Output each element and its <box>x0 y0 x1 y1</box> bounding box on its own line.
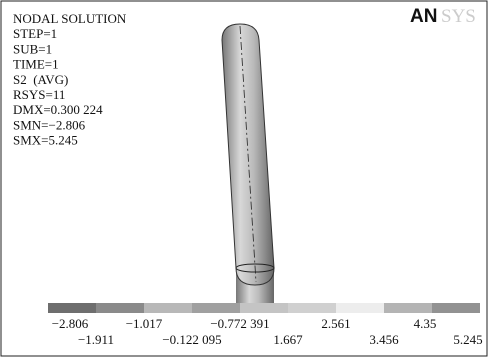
legend-swatch <box>240 303 288 313</box>
legend-swatch <box>48 303 96 313</box>
legend-label: −1.911 <box>78 332 114 347</box>
legend-label: 3.456 <box>369 332 399 347</box>
legend-label: −0.122 095 <box>162 332 221 347</box>
ansys-window: NODAL SOLUTIONSTEP=1SUB=1TIME=1S2 (AVG)R… <box>0 0 488 357</box>
legend-swatch <box>384 303 432 313</box>
info-line: TIME=1 <box>13 57 59 72</box>
legend-label: 4.35 <box>414 316 437 331</box>
legend-label: −1.017 <box>126 316 163 331</box>
info-line: SUB=1 <box>13 41 52 56</box>
info-line: STEP=1 <box>13 26 57 41</box>
legend-swatch <box>96 303 144 313</box>
logo-light: SYS <box>441 6 476 27</box>
logo-bold: AN <box>410 6 437 27</box>
info-line: DMX=0.300 224 <box>13 102 103 117</box>
info-line: SMN=−2.806 <box>13 117 86 132</box>
legend-label: −2.806 <box>52 316 89 331</box>
legend-swatch <box>288 303 336 313</box>
legend-swatch <box>144 303 192 313</box>
info-line: S2 (AVG) <box>13 72 68 87</box>
legend-label: 2.561 <box>321 316 350 331</box>
info-line: NODAL SOLUTION <box>13 11 127 26</box>
legend-label: −0.772 391 <box>210 316 269 331</box>
info-line: RSYS=11 <box>13 87 65 102</box>
legend-swatch <box>432 303 480 313</box>
legend-label: 1.667 <box>273 332 303 347</box>
legend-swatch <box>336 303 384 313</box>
legend-label: 5.245 <box>453 332 482 347</box>
info-line: SMX=5.245 <box>13 133 78 148</box>
legend-swatch <box>192 303 240 313</box>
